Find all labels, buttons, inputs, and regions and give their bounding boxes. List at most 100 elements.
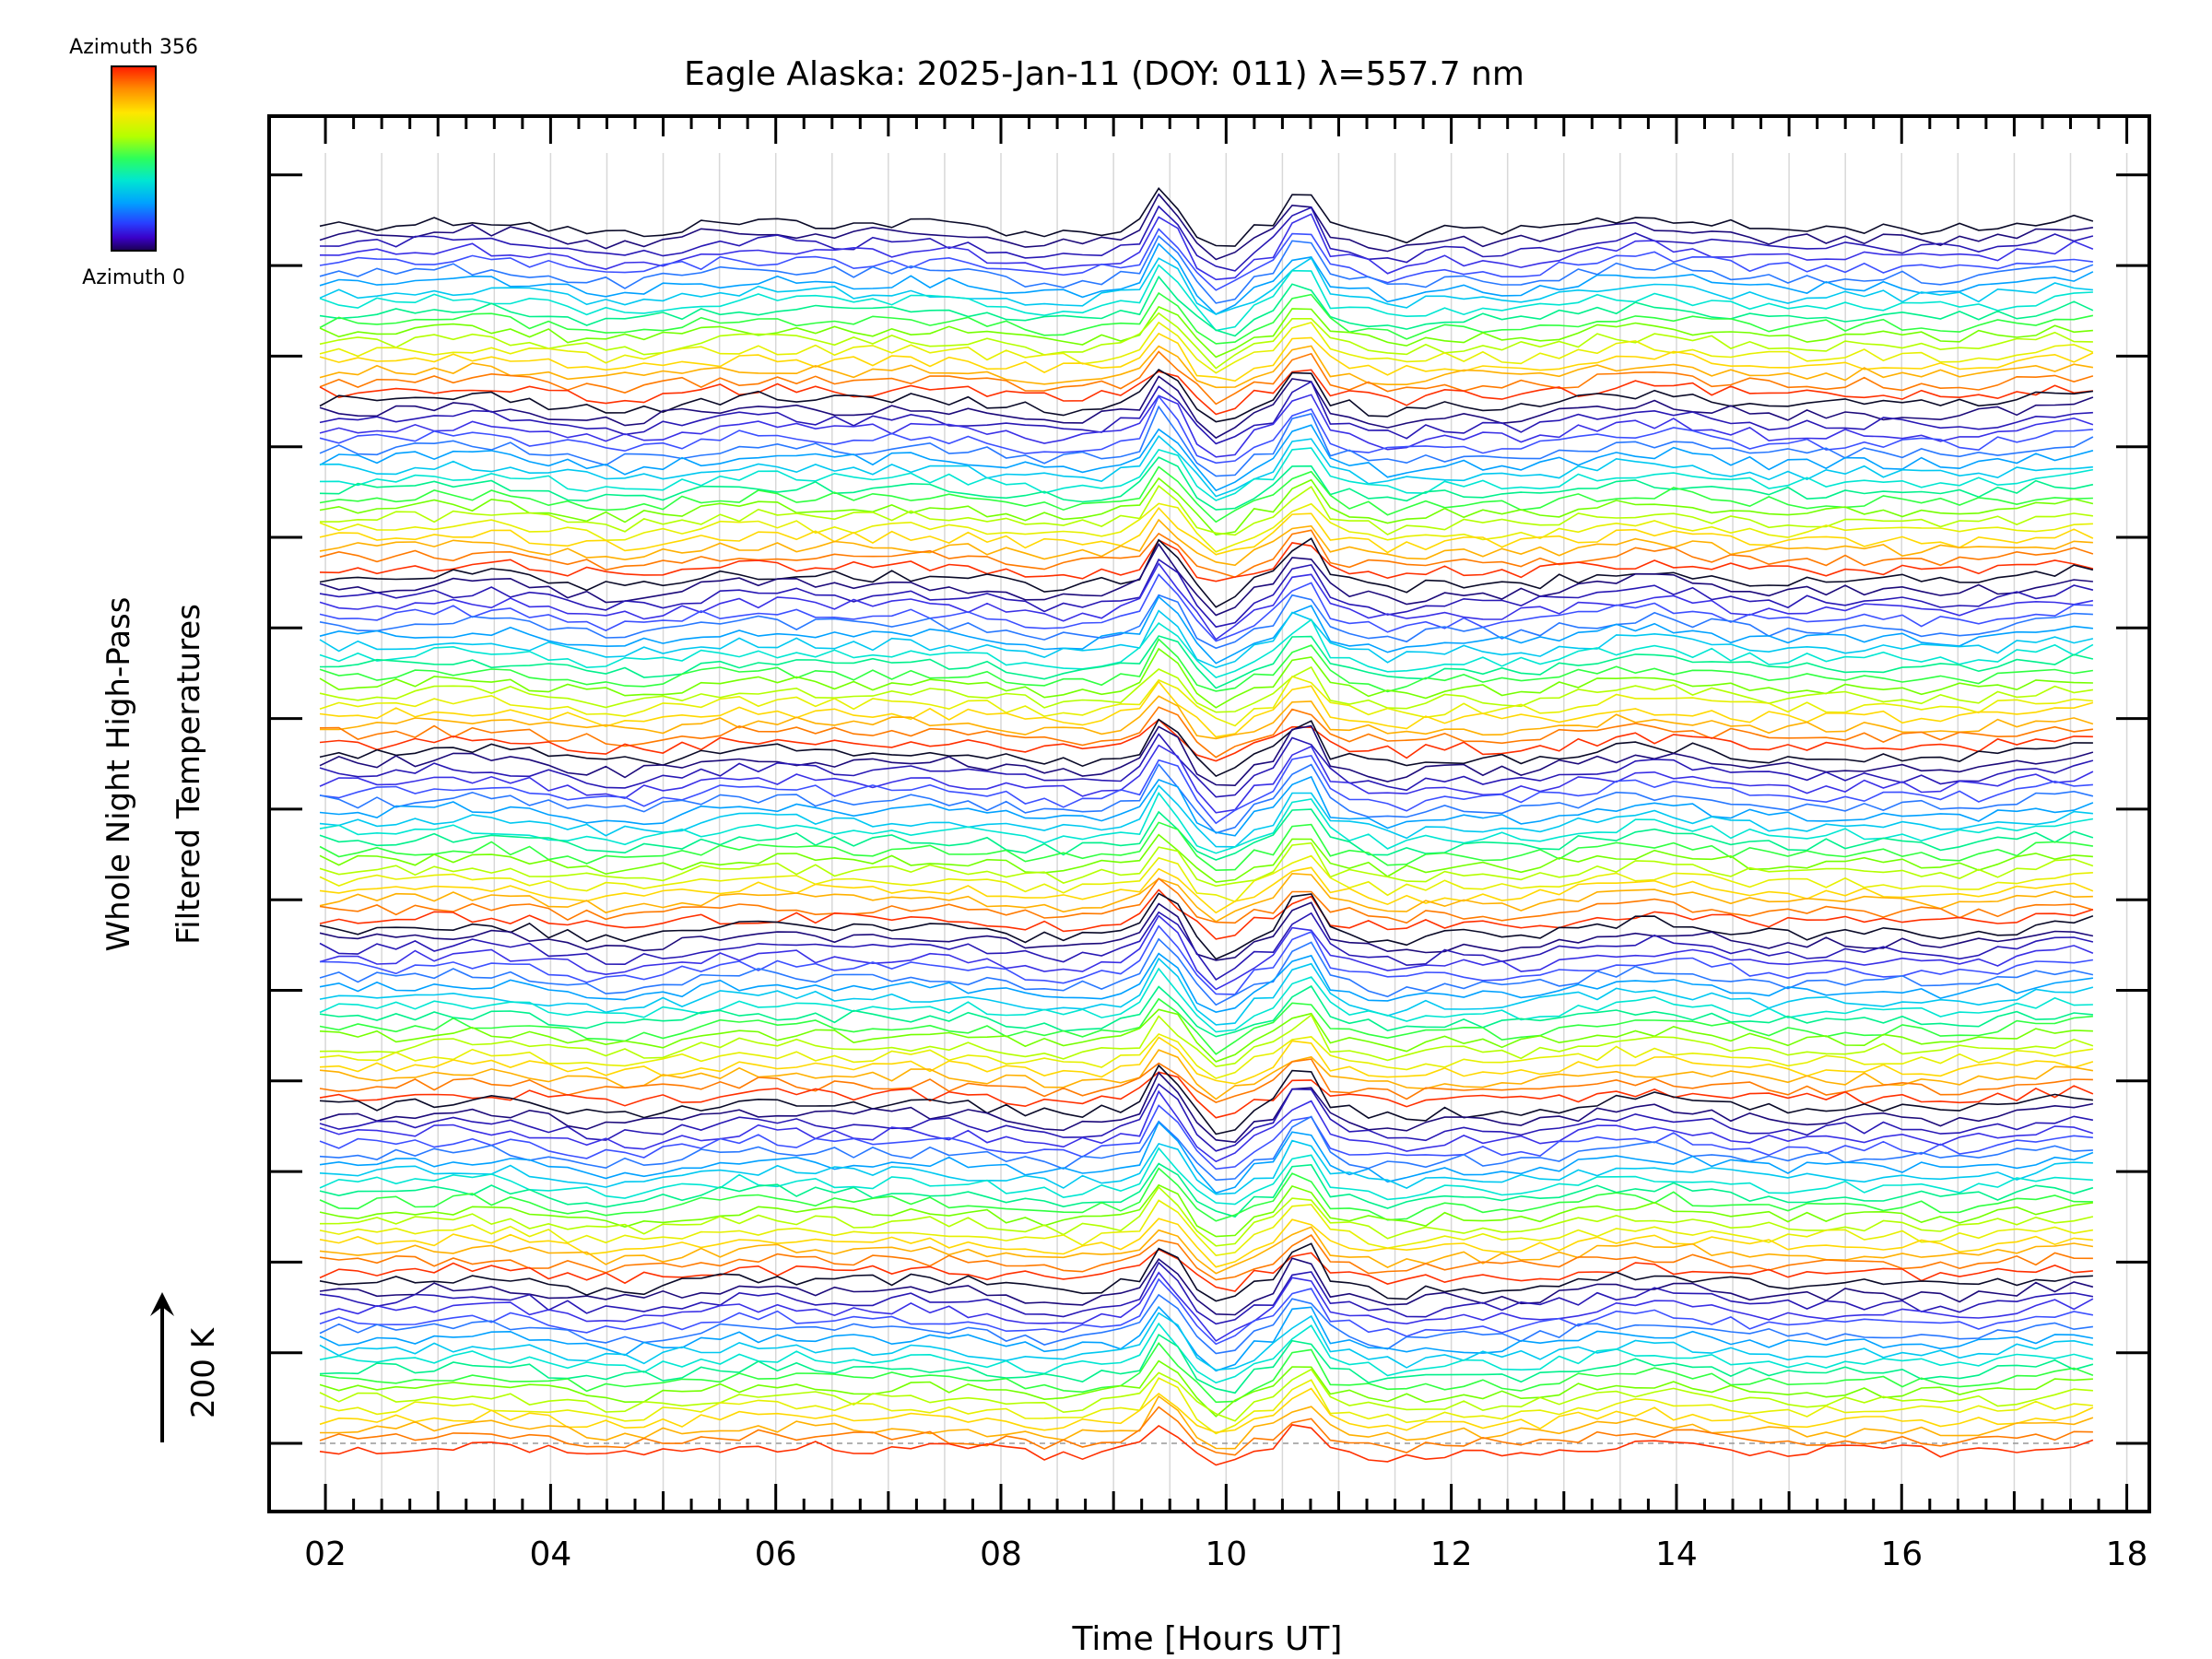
azimuth-trace	[319, 1032, 2094, 1079]
azimuth-trace	[319, 1064, 2093, 1135]
azimuth-trace	[319, 1036, 2094, 1085]
azimuth-trace	[319, 888, 2094, 940]
azimuth-trace	[319, 1226, 2094, 1275]
azimuth-trace	[319, 332, 2094, 382]
azimuth-trace	[319, 447, 2094, 501]
azimuth-trace	[319, 1083, 2094, 1152]
azimuth-trace	[319, 706, 2094, 759]
azimuth-trace	[319, 762, 2094, 834]
azimuth-trace	[319, 914, 2094, 991]
azimuth-trace	[319, 1147, 2093, 1206]
scale-label: 200 K	[185, 1326, 222, 1418]
azimuth-trace	[319, 952, 2094, 1013]
azimuth-trace	[319, 242, 2094, 315]
azimuth-trace	[319, 1139, 2093, 1195]
azimuth-trace	[319, 275, 2094, 337]
azimuth-trace	[319, 424, 2094, 492]
y-axis-label-line1: Whole Night High-Pass	[100, 597, 137, 952]
azimuth-trace	[319, 213, 2094, 281]
azimuth-trace	[319, 1162, 2094, 1218]
azimuth-trace	[319, 676, 2093, 727]
azimuth-trace	[319, 1257, 2094, 1316]
azimuth-trace	[319, 1199, 2094, 1257]
azimuth-trace	[319, 186, 2094, 247]
azimuth-trace	[319, 1261, 2094, 1325]
azimuth-trace	[319, 394, 2093, 465]
azimuth-trace	[319, 537, 2094, 608]
azimuth-trace	[319, 635, 2094, 689]
azimuth-trace	[319, 901, 2094, 961]
azimuth-trace	[319, 775, 2094, 837]
azimuth-trace	[319, 1248, 2093, 1292]
colorbar-top-label: Azimuth 356	[69, 36, 198, 59]
azimuth-trace	[319, 1071, 2094, 1144]
azimuth-trace	[319, 542, 2093, 617]
azimuth-trace	[319, 1242, 2093, 1302]
x-tick-label: 12	[1430, 1535, 1473, 1573]
azimuth-trace	[319, 595, 2093, 665]
azimuth-trace	[319, 967, 2093, 1033]
azimuth-trace	[319, 477, 2094, 536]
azimuth-trace	[319, 456, 2094, 511]
azimuth-trace	[319, 1333, 2094, 1394]
azimuth-trace	[319, 718, 2093, 762]
azimuth-trace	[319, 833, 2093, 883]
azimuth-trace	[319, 321, 2094, 374]
azimuth-trace	[319, 264, 2093, 332]
azimuth-trace	[319, 1058, 2093, 1103]
azimuth-trace	[319, 1368, 2093, 1422]
colorbar	[111, 65, 157, 252]
azimuth-trace	[319, 562, 2094, 641]
azimuth-trace	[319, 755, 2093, 825]
azimuth-trace	[319, 1115, 2093, 1182]
azimuth-trace	[319, 1185, 2094, 1247]
azimuth-trace	[319, 1271, 2094, 1342]
azimuth-trace	[319, 518, 2093, 567]
x-tick-label: 18	[2106, 1535, 2148, 1573]
azimuth-trace	[319, 1341, 2094, 1404]
azimuth-trace	[319, 312, 2093, 370]
x-tick-label: 02	[304, 1535, 347, 1573]
azimuth-trace	[319, 718, 2093, 778]
azimuth-trace	[319, 733, 2094, 798]
azimuth-trace	[319, 1121, 2094, 1194]
tick-layer: 02 04 06 08 10 12 14 16 18	[269, 116, 2149, 1573]
azimuth-trace	[319, 539, 2094, 582]
azimuth-trace	[319, 506, 2094, 556]
azimuth-trace	[319, 1424, 2094, 1466]
azimuth-trace	[319, 1167, 2093, 1222]
x-tick-label: 14	[1655, 1535, 1698, 1573]
azimuth-trace	[319, 911, 2094, 981]
azimuth-trace	[319, 866, 2094, 914]
azimuth-trace	[319, 305, 2093, 359]
azimuth-trace	[319, 369, 2093, 416]
azimuth-trace	[320, 695, 2094, 740]
x-tick-label: 04	[529, 1535, 571, 1573]
azimuth-trace	[319, 1049, 2094, 1100]
azimuth-trace	[319, 1014, 2094, 1068]
azimuth-trace	[319, 205, 2094, 272]
azimuth-trace	[319, 573, 2093, 642]
azimuth-trace	[320, 484, 2094, 536]
azimuth-trace	[319, 821, 2094, 872]
azimuth-trace	[319, 618, 2094, 679]
azimuth-trace	[319, 937, 2094, 1006]
azimuth-trace	[319, 877, 2094, 924]
azimuth-trace	[319, 1312, 2094, 1371]
azimuth-trace	[319, 1233, 2093, 1281]
x-tick-label: 06	[755, 1535, 797, 1573]
colorbar-bottom-label: Azimuth 0	[82, 266, 185, 289]
azimuth-trace	[319, 638, 2094, 693]
azimuth-trace	[319, 228, 2093, 291]
azimuth-trace	[319, 1305, 2094, 1372]
azimuth-trace	[319, 665, 2094, 713]
azimuth-trace	[319, 1104, 2093, 1171]
azimuth-trace	[319, 350, 2094, 406]
azimuth-trace	[319, 791, 2094, 854]
azimuth-trace	[319, 997, 2093, 1055]
azimuth-trace	[319, 502, 2093, 553]
trace-layer	[319, 186, 2094, 1466]
azimuth-trace	[319, 1322, 2094, 1384]
azimuth-trace	[319, 256, 2093, 315]
azimuth-trace	[319, 724, 2094, 787]
